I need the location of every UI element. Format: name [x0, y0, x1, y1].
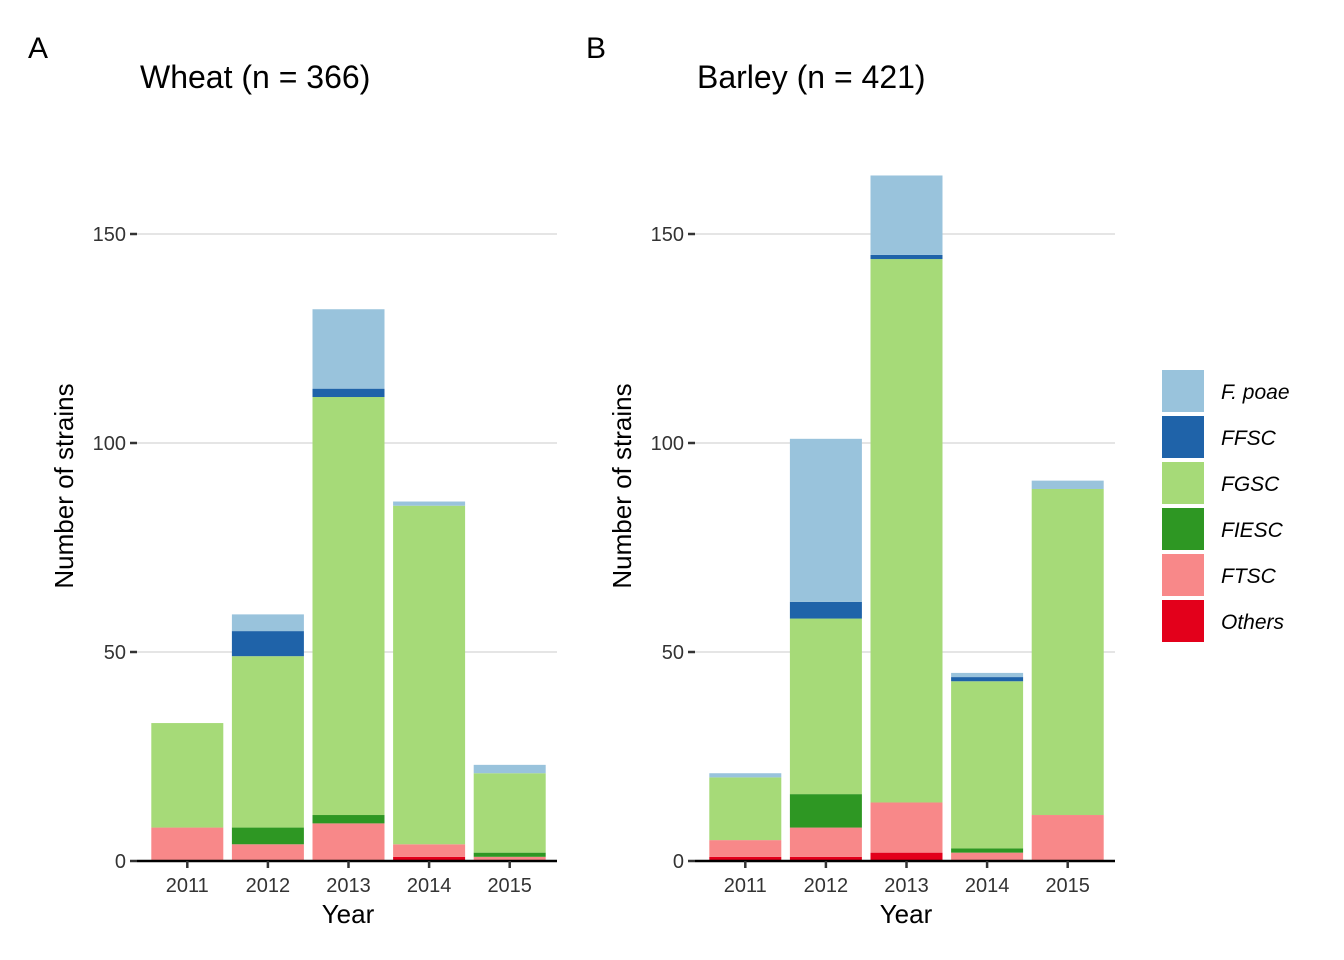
x-tick-label: 2015 — [1045, 875, 1090, 897]
bar-segment — [870, 852, 943, 861]
bar-segment — [870, 254, 943, 260]
chart-title: Wheat (n = 366) — [140, 59, 370, 95]
bar-segment — [231, 614, 304, 632]
x-axis: 2011 2012 2013 2014 2015 — [724, 861, 1090, 897]
x-tick-label: 2014 — [965, 875, 1010, 897]
bar-segment — [951, 681, 1024, 849]
x-axis-title: Year — [880, 899, 933, 929]
bar-segment — [312, 823, 385, 861]
bar-segment — [312, 309, 385, 389]
x-axis-title: Year — [322, 899, 375, 929]
bars — [151, 309, 546, 861]
bar-segment — [709, 777, 782, 841]
x-tick-label: 2014 — [407, 875, 452, 897]
legend-label: FGSC — [1221, 473, 1280, 496]
legend-label: Others — [1221, 611, 1285, 634]
x-tick-label: 2012 — [246, 875, 291, 897]
y-axis-title: Number of strains — [49, 383, 79, 588]
y-tick-label: 50 — [104, 642, 126, 664]
bar-segment — [1031, 815, 1104, 861]
legend-label: F. poae — [1221, 381, 1290, 404]
bar-segment — [231, 827, 304, 845]
legend-swatch — [1162, 416, 1204, 458]
y-axis: 0 50 100 150 — [93, 224, 137, 873]
bar-segment — [951, 677, 1024, 682]
bar-segment — [789, 601, 862, 619]
bar-segment — [393, 505, 466, 845]
panel-wheat: A Wheat (n = 366) 0 50 100 150 2011 2012 2013… — [28, 32, 557, 929]
legend-label: FFSC — [1221, 427, 1277, 450]
bar-segment — [473, 856, 546, 861]
bar-segment — [709, 840, 782, 857]
bar-segment — [151, 723, 224, 828]
bar-segment — [473, 852, 546, 857]
panel-label: A — [28, 32, 48, 65]
bar-segment — [393, 844, 466, 857]
bar-segment — [870, 802, 943, 853]
bar-segment — [393, 856, 466, 861]
y-tick-label: 50 — [662, 642, 684, 664]
bar-segment — [870, 259, 943, 803]
y-tick-label: 0 — [673, 851, 684, 873]
x-tick-label: 2015 — [487, 875, 532, 897]
bar-segment — [1031, 488, 1104, 816]
legend-swatch — [1162, 508, 1204, 550]
bar-segment — [231, 844, 304, 861]
x-tick-label: 2011 — [166, 875, 209, 897]
x-axis: 2011 2012 2013 2014 2015 — [166, 861, 532, 897]
x-tick-label: 2013 — [884, 875, 929, 897]
bar-segment — [473, 764, 546, 774]
legend-swatch — [1162, 554, 1204, 596]
bar-segment — [709, 773, 782, 778]
y-tick-label: 150 — [93, 224, 126, 246]
bar-segment — [151, 827, 224, 861]
y-tick-label: 150 — [651, 224, 684, 246]
y-axis-title: Number of strains — [607, 383, 637, 588]
bar-segment — [709, 856, 782, 861]
legend-swatch — [1162, 462, 1204, 504]
legend-label: FIESC — [1221, 519, 1284, 542]
bar-segment — [231, 656, 304, 828]
bar-segment — [231, 631, 304, 657]
bar-segment — [473, 773, 546, 853]
bar-segment — [789, 438, 862, 602]
legend-swatch — [1162, 600, 1204, 642]
legend-label: FTSC — [1221, 565, 1277, 588]
y-tick-label: 0 — [115, 851, 126, 873]
bar-segment — [789, 827, 862, 857]
bar-segment — [789, 856, 862, 861]
bar-segment — [870, 175, 943, 255]
bar-segment — [951, 848, 1024, 853]
bar-segment — [312, 397, 385, 816]
legend: F. poae FFSC FGSC FIESC FTSC Others — [1162, 370, 1290, 642]
bars — [709, 175, 1104, 861]
bar-segment — [789, 618, 862, 795]
bar-segment — [312, 388, 385, 398]
chart-title: Barley (n = 421) — [697, 59, 926, 95]
bar-segment — [1031, 480, 1104, 489]
legend-swatch — [1162, 370, 1204, 412]
bar-segment — [312, 815, 385, 824]
bar-segment — [951, 672, 1024, 678]
bar-segment — [393, 501, 466, 506]
x-tick-label: 2013 — [326, 875, 371, 897]
y-axis: 0 50 100 150 — [651, 224, 695, 873]
x-tick-label: 2012 — [804, 875, 849, 897]
bar-segment — [951, 852, 1024, 861]
bar-segment — [789, 794, 862, 828]
y-tick-label: 100 — [93, 433, 126, 455]
panel-label: B — [586, 32, 606, 65]
x-tick-label: 2011 — [724, 875, 767, 897]
y-tick-label: 100 — [651, 433, 684, 455]
